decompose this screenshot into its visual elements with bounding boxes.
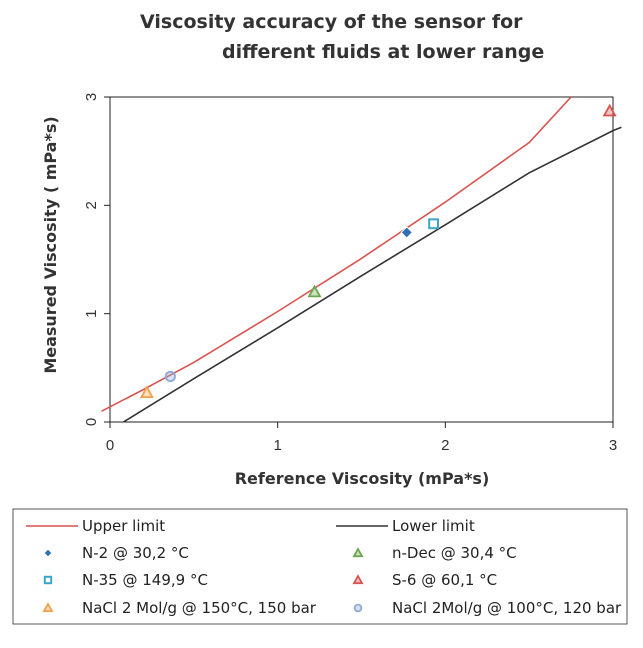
legend-label: N-2 @ 30,2 °C: [82, 544, 189, 562]
data-point-0: [400, 226, 413, 239]
y-axis-ticks: 0 1 2 3: [83, 93, 110, 426]
x-tick-label: 0: [106, 437, 114, 454]
y-axis-title: Measured Viscosity ( mPa*s): [41, 116, 60, 373]
data-point-2: [428, 218, 439, 230]
legend-item: Lower limit: [336, 517, 475, 535]
x-axis-ticks: 0 1 2 3: [106, 422, 617, 454]
legend-label: Lower limit: [392, 517, 475, 535]
chart-title-line-1: Viscosity accuracy of the sensor for: [140, 11, 523, 33]
legend-marker: [42, 602, 54, 613]
chart-title-line-2: different fluids at lower range: [222, 41, 544, 63]
x-tick-label: 3: [609, 437, 617, 454]
y-tick-label: 3: [83, 93, 100, 101]
legend-item: N-2 @ 30,2 °C: [43, 544, 189, 562]
legend-marker: [352, 574, 364, 585]
legend-label: NaCl 2Mol/g @ 100°C, 120 bar: [392, 599, 622, 617]
legend-item: n-Dec @ 30,4 °C: [352, 544, 517, 562]
limit-line-1: [122, 126, 622, 422]
legend-item: S-6 @ 60,1 °C: [352, 571, 497, 589]
y-tick-label: 0: [83, 418, 100, 426]
legend-marker: [43, 575, 53, 585]
legend-item: NaCl 2 Mol/g @ 150°C, 150 bar: [42, 599, 317, 617]
legend-label: S-6 @ 60,1 °C: [392, 571, 497, 589]
data-point-5: [164, 370, 176, 383]
legend-label: N-35 @ 149,9 °C: [82, 571, 208, 589]
data-point-3: [602, 103, 617, 117]
x-tick-label: 2: [441, 437, 449, 454]
data-point-4: [139, 385, 154, 399]
legend-marker: [43, 548, 53, 558]
x-axis-title: Reference Viscosity (mPa*s): [235, 469, 490, 488]
y-tick-label: 2: [83, 201, 100, 209]
legend-item: NaCl 2Mol/g @ 100°C, 120 bar: [353, 599, 622, 617]
y-tick-label: 1: [83, 309, 100, 317]
legend-label: NaCl 2 Mol/g @ 150°C, 150 bar: [82, 599, 317, 617]
limit-line-0: [101, 97, 572, 412]
legend-items: Upper limit Lower limit N-2 @ 30,2 °C n-Dec…: [26, 517, 622, 617]
data-point-1: [307, 284, 322, 298]
legend-item: Upper limit: [26, 517, 165, 535]
plot-area: [109, 96, 614, 423]
legend-label: Upper limit: [82, 517, 165, 535]
legend-box: [12, 508, 628, 625]
data-points: [139, 103, 617, 399]
legend: Upper limit Lower limit N-2 @ 30,2 °C n-Dec…: [12, 508, 628, 625]
legend-marker: [353, 603, 363, 613]
legend-label: n-Dec @ 30,4 °C: [392, 544, 517, 562]
legend-marker: [352, 547, 364, 558]
legend-item: N-35 @ 149,9 °C: [43, 571, 208, 589]
chart-title: Viscosity accuracy of the sensor for dif…: [140, 11, 544, 63]
x-tick-label: 1: [273, 437, 281, 454]
limit-lines: [101, 97, 622, 422]
